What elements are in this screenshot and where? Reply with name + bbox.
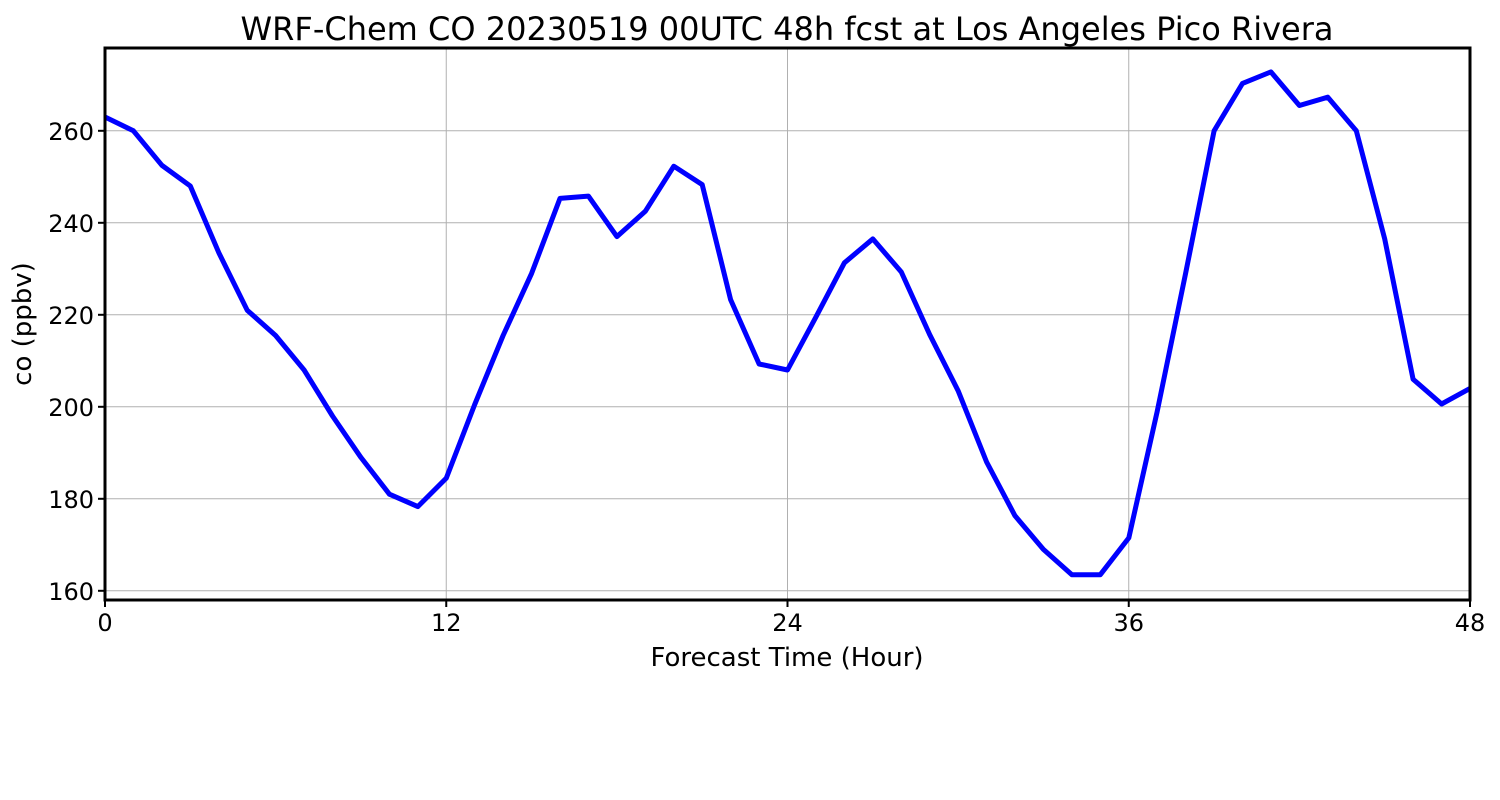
y-tick-label: 160 (48, 578, 94, 606)
data-point (843, 262, 845, 264)
data-point (1298, 105, 1300, 106)
data-point (1270, 71, 1272, 73)
x-tick-label: 36 (1113, 609, 1144, 637)
data-point (1441, 403, 1443, 405)
data-point (388, 493, 390, 495)
data-point (1099, 574, 1101, 576)
data-point (616, 236, 618, 238)
data-point (360, 456, 362, 458)
x-axis-label: Forecast Time (Hour) (650, 643, 923, 673)
data-point (787, 369, 788, 371)
data-point (1412, 378, 1414, 380)
data-point (417, 506, 419, 508)
data-point (929, 334, 931, 336)
y-tick-label: 200 (48, 394, 94, 422)
data-point (986, 461, 988, 463)
data-point (246, 309, 248, 311)
x-tick-label: 24 (772, 609, 803, 637)
data-point (502, 335, 504, 336)
y-tick-label: 240 (48, 210, 94, 238)
data-point (644, 210, 646, 212)
data-point (900, 271, 902, 273)
data-point (445, 477, 447, 479)
data-point (1327, 96, 1329, 98)
data-point (275, 335, 277, 336)
x-tick-label: 0 (97, 609, 112, 637)
data-point (1242, 82, 1243, 84)
data-point (1071, 574, 1073, 576)
data-point (218, 252, 220, 254)
data-point (815, 316, 817, 318)
data-point (189, 185, 191, 187)
y-tick-label: 180 (48, 486, 94, 514)
data-point (332, 415, 333, 417)
chart-title: WRF-Chem CO 20230519 00UTC 48h fcst at L… (241, 10, 1334, 48)
data-point (1185, 272, 1187, 274)
x-tick-label: 12 (431, 609, 462, 637)
data-point (957, 390, 959, 392)
x-tick-label: 48 (1455, 609, 1486, 637)
data-point (1213, 130, 1215, 132)
data-point (1355, 130, 1357, 132)
data-point (587, 195, 589, 197)
data-point (730, 299, 732, 301)
y-axis-label: co (ppbv) (8, 262, 38, 386)
data-point (1042, 548, 1044, 550)
data-point (1384, 238, 1386, 240)
data-point (701, 184, 703, 186)
grid-lines (104, 48, 1471, 600)
data-point (132, 130, 134, 132)
data-point (559, 197, 561, 199)
y-tick-label: 220 (48, 302, 94, 330)
data-point (1156, 410, 1158, 412)
data-point (474, 404, 476, 405)
data-point (673, 165, 675, 167)
data-point (303, 369, 305, 371)
data-point (758, 363, 760, 365)
y-tick-label: 260 (48, 118, 94, 146)
data-point (872, 238, 874, 240)
data-point (1014, 515, 1016, 517)
data-point (531, 272, 533, 274)
data-point (161, 164, 163, 166)
data-point (1128, 537, 1130, 539)
axis-ticks: 0 12 24 36 48 160 180 200 220 240 260 (48, 118, 1485, 637)
